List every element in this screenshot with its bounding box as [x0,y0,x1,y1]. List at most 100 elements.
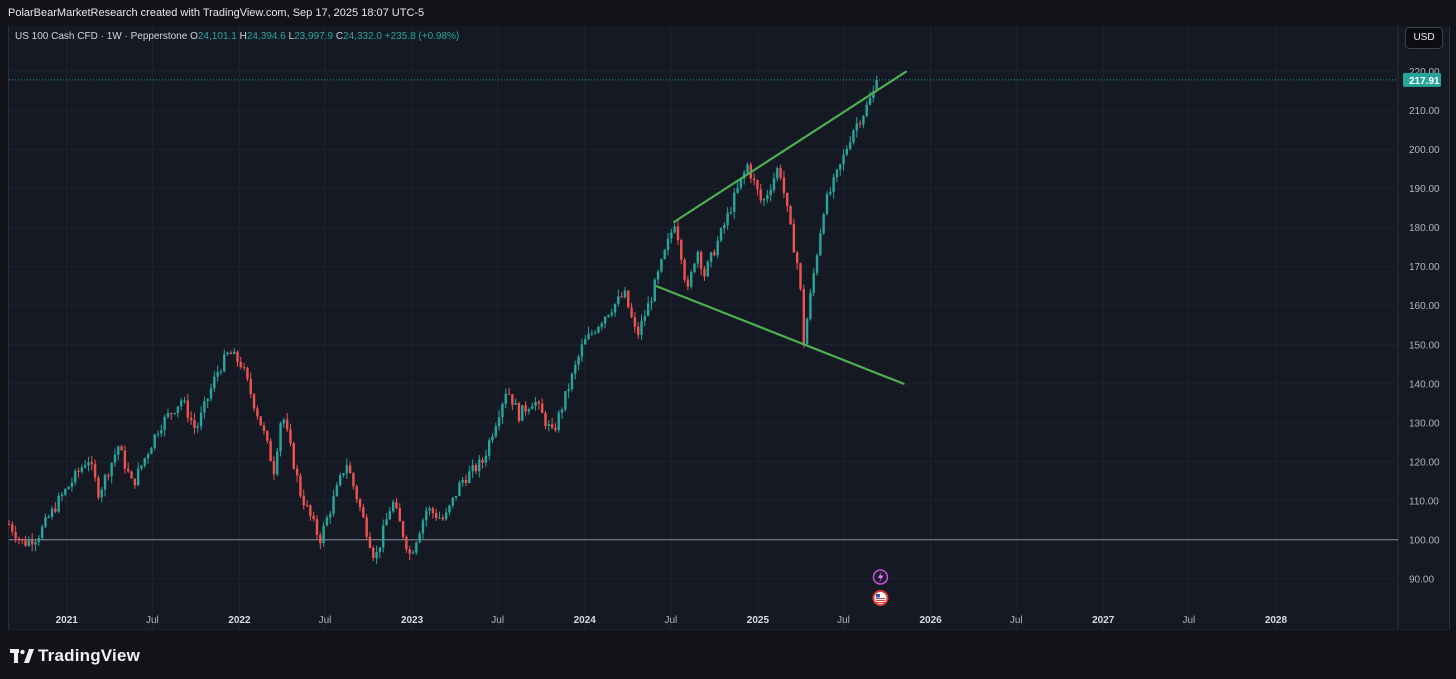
y-tick-label: 180.00 [1409,223,1440,234]
candle-up [776,168,779,179]
currency-button[interactable]: USD [1405,27,1443,49]
candle-down [24,540,27,546]
candle-up [57,495,60,512]
candle-down [550,424,554,428]
candle-up [567,389,570,392]
candle-up [762,199,766,201]
price-tag-bg [1403,72,1441,87]
candle-up [577,356,580,365]
x-tick-label: Jul [319,615,332,626]
candle-down [272,461,276,475]
y-tick-label: 120.00 [1409,457,1440,468]
candle-up [100,489,103,498]
candle-up [382,525,385,548]
candle-down [630,307,633,318]
candle-down [554,427,557,431]
candle-up [418,533,421,543]
candle-up [487,440,491,456]
candle-down [269,440,272,462]
candle-down [186,400,190,418]
candle-down [435,513,438,518]
candle-up [852,130,855,143]
candle-down [627,290,630,308]
candle-up [454,495,458,498]
candle-up [855,123,858,131]
candle-down [792,224,796,253]
candle-up [163,416,166,430]
candle-up [587,333,590,340]
candle-up [279,423,282,452]
candle-up [196,426,199,428]
candle-up [153,434,156,448]
y-tick-label: 210.00 [1409,106,1440,117]
candle-down [637,326,640,335]
candle-up [444,512,448,520]
candle-up [80,467,84,472]
footer-bar [0,630,1456,679]
symbol-legend[interactable]: US 100 Cash CFD · 1W · Pepperstone O24,1… [15,31,459,42]
candle-up [504,393,507,404]
y-tick-label: 200.00 [1409,145,1440,156]
candle-down [802,288,805,345]
candle-down [405,537,408,550]
candle-up [872,91,875,98]
candle-up [593,332,597,334]
flag-canton [875,594,880,598]
candle-up [64,489,67,495]
candle-up [27,539,31,546]
candle-up [468,471,471,483]
candle-up [733,192,736,212]
candle-up [478,459,481,472]
candle-down [540,403,544,414]
candle-up [497,417,501,427]
candle-up [670,232,673,239]
chart-panel[interactable] [8,26,1450,630]
candle-up [580,344,584,357]
candle-up [815,255,819,274]
price-tag-label: 217.91 [1409,76,1440,87]
tradingview-logo[interactable]: TradingView [10,646,140,666]
candle-down [312,515,315,520]
candle-up [527,409,531,412]
x-tick-label: 2026 [919,615,942,626]
candle-up [74,470,77,483]
candle-up [729,211,733,213]
candle-down [77,470,80,472]
x-tick-label: 2022 [228,615,251,626]
y-tick-label: 140.00 [1409,379,1440,390]
candle-down [683,259,686,280]
candle-up [557,412,560,431]
candle-down [358,499,362,508]
candle-down [189,417,193,421]
candle-down [355,486,358,500]
candle-down [107,475,110,477]
candle-up [868,97,872,105]
candle-down [676,226,680,241]
candle-up [739,178,743,188]
candle-up [656,271,660,280]
candle-up [458,482,461,496]
candle-up [660,259,663,272]
candle-up [226,352,229,355]
candle-up [388,511,392,520]
candle-down [352,473,355,487]
candle-up [766,195,769,200]
candle-up [156,433,160,435]
candle-down [17,538,21,540]
flag-stripe [875,600,885,601]
candle-up [176,406,180,414]
candle-down [348,465,352,474]
candle-up [113,454,117,463]
candle-up [726,212,729,226]
candle-up [40,526,44,539]
high-label: H [239,31,247,42]
x-tick-label: 2028 [1265,615,1288,626]
candle-up [375,552,378,559]
candle-down [242,367,246,369]
y-tick-label: 190.00 [1409,184,1440,195]
candle-down [259,416,262,426]
candle-up [590,333,594,335]
candle-down [620,296,623,298]
candle-up [862,116,865,125]
